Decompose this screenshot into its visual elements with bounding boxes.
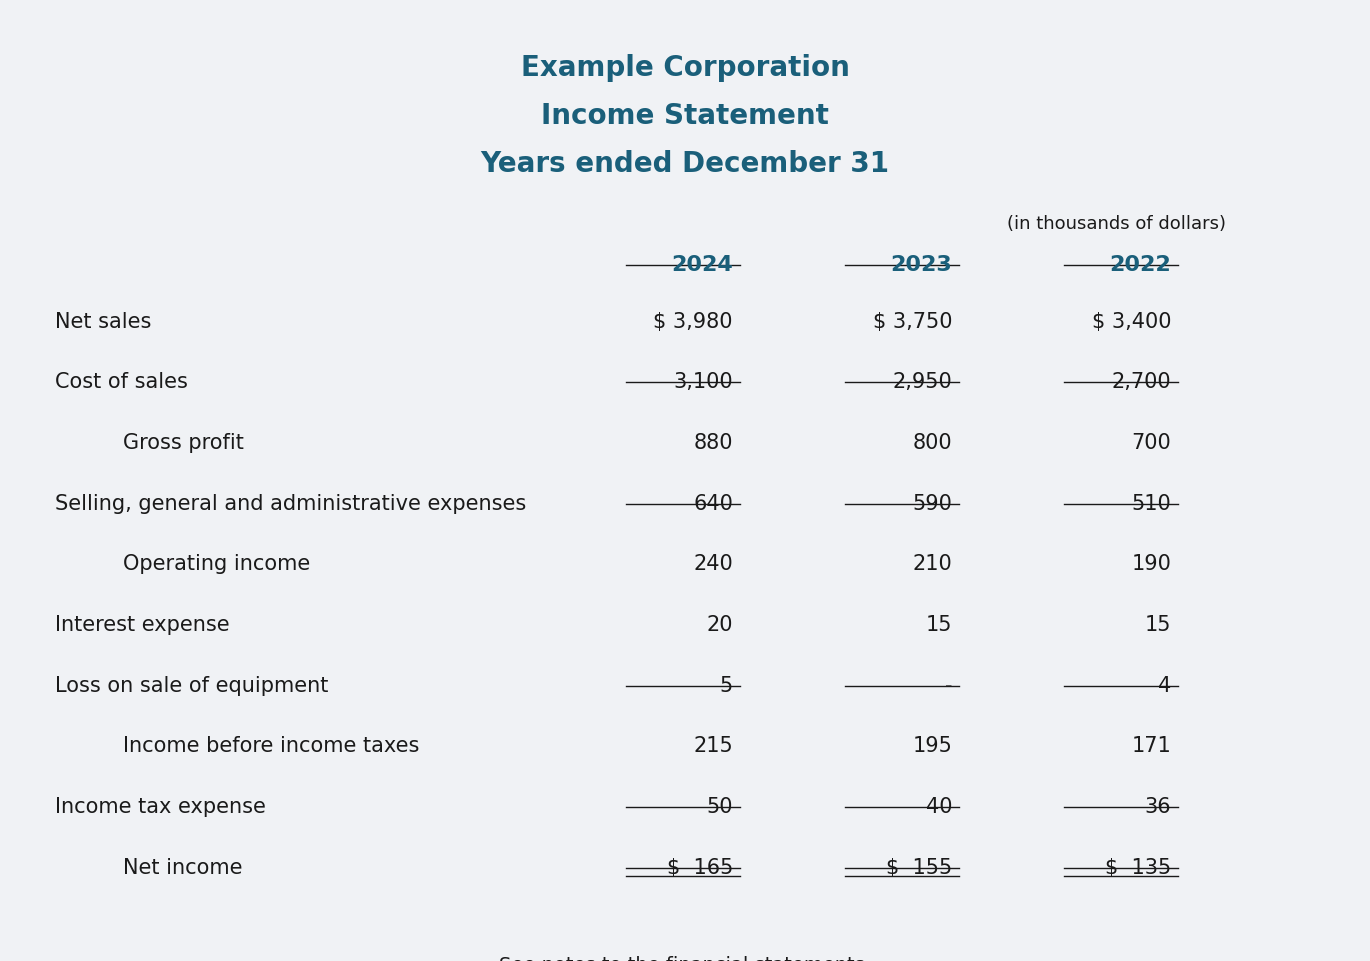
Text: $  155: $ 155	[886, 857, 952, 877]
Text: 2023: 2023	[890, 255, 952, 275]
Text: -: -	[945, 676, 952, 696]
Text: See notes to the financial statements.: See notes to the financial statements.	[499, 955, 871, 961]
Text: 171: 171	[1132, 736, 1171, 756]
Text: 36: 36	[1145, 797, 1171, 817]
Text: Operating income: Operating income	[123, 554, 311, 575]
Text: 2022: 2022	[1110, 255, 1171, 275]
Text: 590: 590	[912, 494, 952, 513]
Text: $ 3,980: $ 3,980	[653, 311, 733, 332]
Text: Income Statement: Income Statement	[541, 102, 829, 130]
Text: Net income: Net income	[123, 857, 242, 877]
Text: Net sales: Net sales	[55, 311, 151, 332]
Text: Example Corporation: Example Corporation	[521, 54, 849, 82]
Text: 15: 15	[926, 615, 952, 635]
Text: Years ended December 31: Years ended December 31	[481, 151, 889, 179]
Text: 190: 190	[1132, 554, 1171, 575]
Text: 2024: 2024	[671, 255, 733, 275]
Text: 800: 800	[912, 433, 952, 453]
Text: 195: 195	[912, 736, 952, 756]
Text: 40: 40	[926, 797, 952, 817]
Text: 5: 5	[719, 676, 733, 696]
Text: $ 3,400: $ 3,400	[1092, 311, 1171, 332]
Text: 50: 50	[707, 797, 733, 817]
Text: 2,700: 2,700	[1111, 372, 1171, 392]
Text: 4: 4	[1158, 676, 1171, 696]
Text: $ 3,750: $ 3,750	[873, 311, 952, 332]
Text: Cost of sales: Cost of sales	[55, 372, 188, 392]
Text: Interest expense: Interest expense	[55, 615, 229, 635]
Text: Income tax expense: Income tax expense	[55, 797, 266, 817]
Text: 510: 510	[1132, 494, 1171, 513]
Text: 3,100: 3,100	[673, 372, 733, 392]
Text: 20: 20	[707, 615, 733, 635]
Text: Loss on sale of equipment: Loss on sale of equipment	[55, 676, 329, 696]
Text: 640: 640	[693, 494, 733, 513]
Text: 15: 15	[1145, 615, 1171, 635]
Text: Gross profit: Gross profit	[123, 433, 244, 453]
Text: 880: 880	[693, 433, 733, 453]
Text: $  165: $ 165	[667, 857, 733, 877]
Text: 215: 215	[693, 736, 733, 756]
Text: 2,950: 2,950	[892, 372, 952, 392]
Text: $  135: $ 135	[1106, 857, 1171, 877]
Text: Selling, general and administrative expenses: Selling, general and administrative expe…	[55, 494, 526, 513]
Text: 240: 240	[693, 554, 733, 575]
Text: (in thousands of dollars): (in thousands of dollars)	[1007, 215, 1226, 234]
Text: 700: 700	[1132, 433, 1171, 453]
Text: 210: 210	[912, 554, 952, 575]
Text: Income before income taxes: Income before income taxes	[123, 736, 419, 756]
